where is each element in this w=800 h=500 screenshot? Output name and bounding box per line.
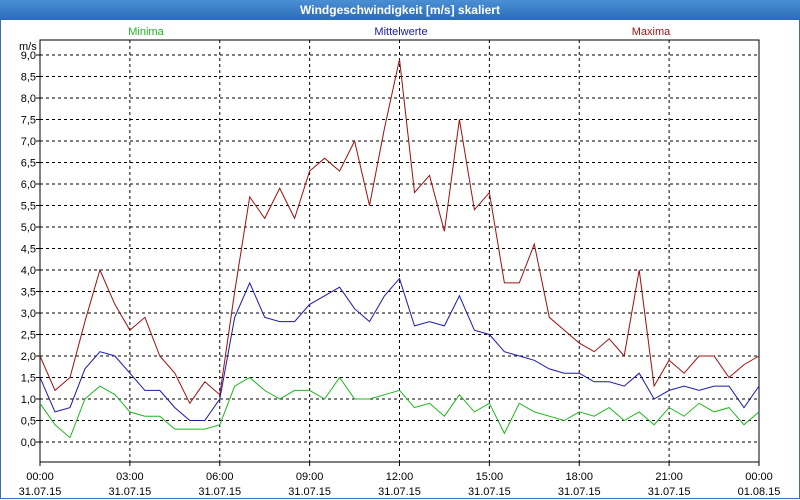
series-line-maxima [39, 59, 760, 405]
y-tick-label: 9,0 [21, 50, 36, 62]
series-line-minima [39, 376, 760, 439]
y-tick-label: 4,0 [21, 265, 36, 277]
y-tick-label: 1,0 [21, 394, 36, 406]
y-tick-label: 6,5 [21, 158, 36, 170]
x-tick-time: 03:00 [116, 471, 144, 483]
y-tick-label: 7,0 [21, 136, 36, 148]
x-tick-time: 00:00 [745, 471, 773, 483]
y-tick-label: 8,5 [21, 72, 36, 84]
x-tick-time: 00:00 [26, 471, 54, 483]
y-tick-label: 4,5 [21, 244, 36, 256]
series-lines [39, 59, 760, 439]
x-tick-date: 01.08.15 [738, 486, 781, 498]
x-tick-date: 31.07.15 [558, 486, 601, 498]
x-tick-time: 12:00 [386, 471, 414, 483]
x-tick-labels: 00:00 31.07.15 03:00 31.07.15 06:00 31.07.15 0… [19, 471, 781, 498]
plot-area-border [39, 39, 760, 463]
x-tick-date: 31.07.15 [198, 486, 241, 498]
series-line-mittelwerte [39, 277, 760, 421]
y-tick-label: 6,0 [21, 179, 36, 191]
legend-mittelwerte: Mittelwerte [374, 26, 427, 38]
axes [39, 39, 760, 463]
y-tick-label: 3,0 [21, 308, 36, 320]
legend-maxima: Maxima [632, 26, 671, 38]
x-tick-time: 21:00 [655, 471, 683, 483]
legend-minima: Minima [128, 26, 164, 38]
y-tick-labels: 0,0 0,5 1,0 1,5 2,0 2,5 3,0 3,5 4,0 4,5 5,0 5,5 6,0 6… [21, 50, 36, 449]
grid [36, 40, 760, 466]
x-tick-time: 18:00 [565, 471, 593, 483]
x-tick-time: 15:00 [476, 471, 504, 483]
x-tick-date: 31.07.15 [468, 486, 511, 498]
x-tick-date: 31.07.15 [378, 486, 421, 498]
y-tick-label: 2,5 [21, 330, 36, 342]
x-tick-time: 09:00 [296, 471, 324, 483]
window-title: Windgeschwindigkeit [m/s] skaliert [0, 0, 800, 20]
x-tick-time: 06:00 [206, 471, 234, 483]
x-tick-date: 31.07.15 [19, 486, 62, 498]
y-tick-label: 1,5 [21, 373, 36, 385]
y-axis-unit: m/s [19, 41, 37, 53]
y-tick-label: 0,5 [21, 416, 36, 428]
y-tick-label: 0,0 [21, 437, 36, 449]
x-tick-date: 31.07.15 [288, 486, 331, 498]
y-tick-label: 8,0 [21, 93, 36, 105]
y-tick-label: 5,5 [21, 201, 36, 213]
y-tick-label: 7,5 [21, 115, 36, 127]
x-tick-date: 31.07.15 [108, 486, 151, 498]
y-tick-label: 5,0 [21, 222, 36, 234]
y-tick-label: 3,5 [21, 287, 36, 299]
x-tick-date: 31.07.15 [648, 486, 691, 498]
y-tick-label: 2,0 [21, 351, 36, 363]
